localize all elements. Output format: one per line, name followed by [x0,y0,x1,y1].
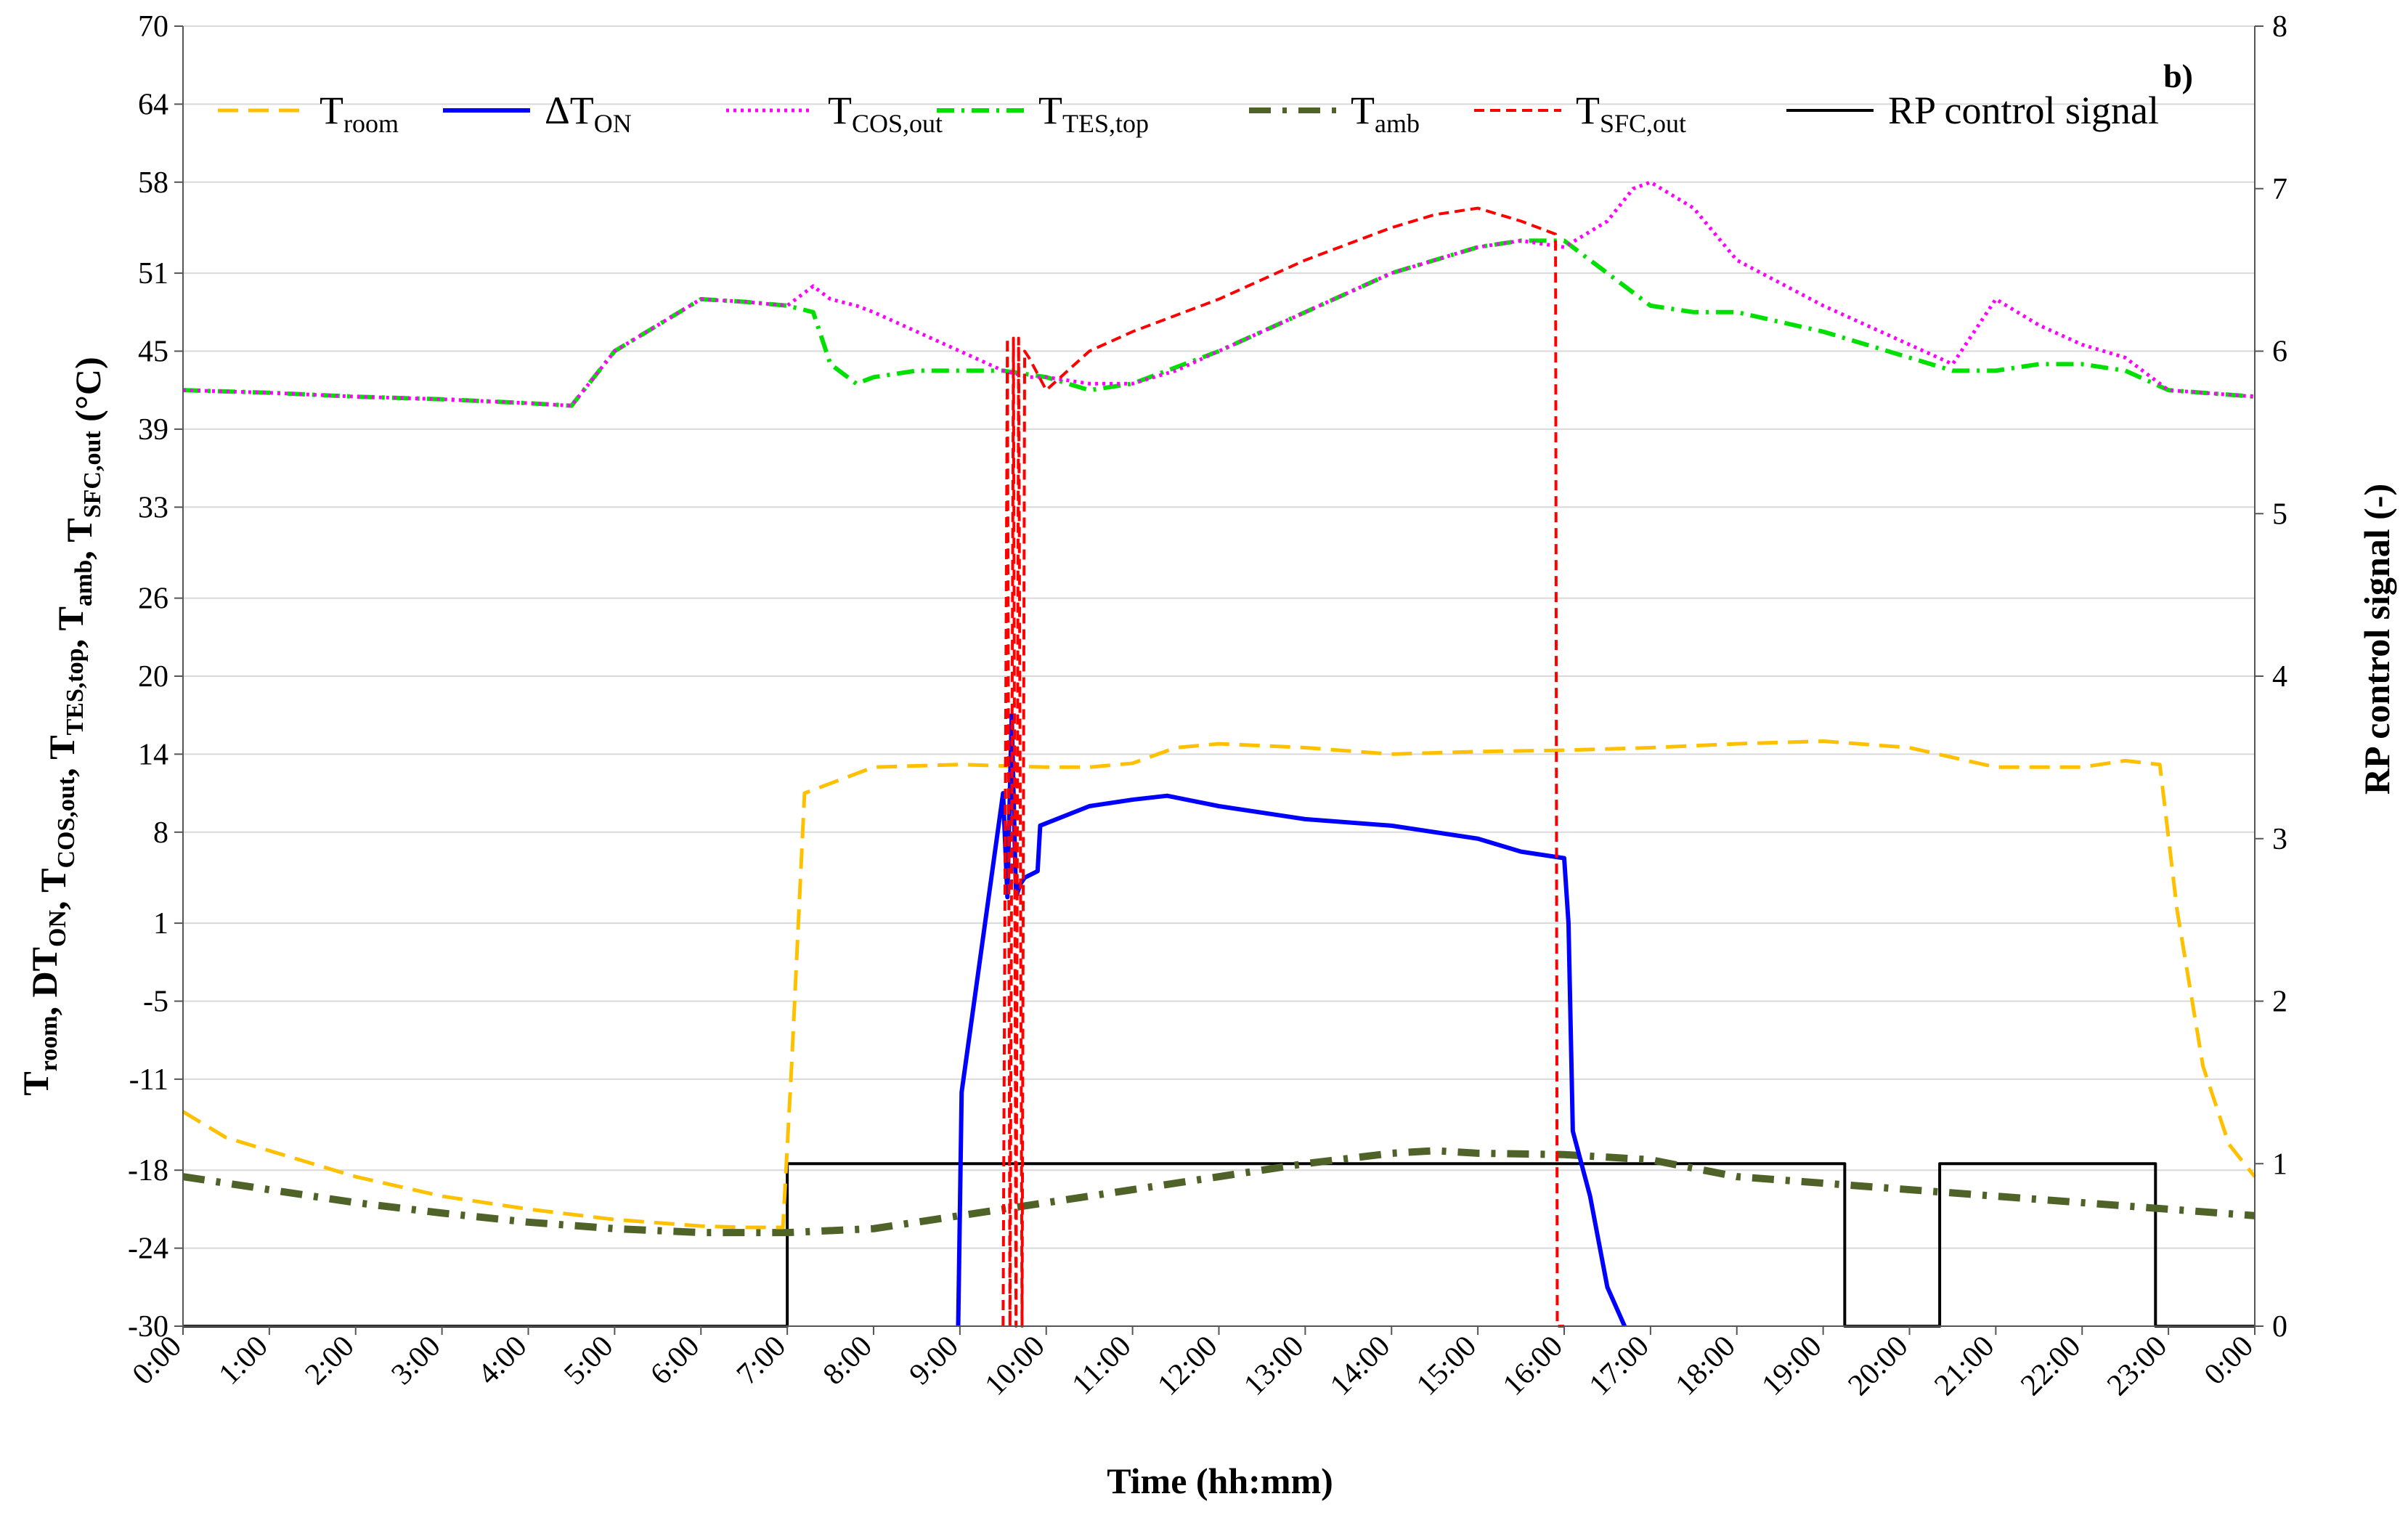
y-right-tick-label-8: 8 [2272,10,2287,44]
series-tes-line [182,238,2256,408]
y-right-tick-label-0: 0 [2272,1310,2287,1344]
x-tick-label-17: 17:00 [1583,1330,1656,1402]
y-axis-left-title: Troom, DTON, TCOS,out, TTES,top, Tamb, T… [15,357,108,1095]
y-left-tick-label-15: 64 [138,88,168,121]
y-left-tick-label-1: -24 [128,1232,168,1266]
y-right-tick-label-5: 5 [2272,497,2287,531]
y-left-tick-label-5: 1 [153,907,168,941]
x-tick-label-24: 0:00 [2198,1330,2260,1392]
legend-sfc-label: TSFC,out [1576,89,1686,138]
series-room-line [182,739,2256,1230]
series-cos-line [182,180,2256,408]
legend-tes-label: TTES,top [1038,89,1149,138]
x-tick-label-1: 1:00 [213,1330,274,1392]
legend-dton-label: ΔTON [545,89,632,138]
series-dton-line [956,712,1627,1328]
y-left-tick-label-3: -11 [129,1063,168,1097]
series-sfc-line [1001,206,1564,1328]
y-left-tick-label-9: 26 [138,582,168,616]
x-tick-label-18: 18:00 [1669,1330,1742,1402]
x-tick-label-19: 19:00 [1756,1330,1829,1402]
x-tick-label-21: 21:00 [1928,1330,2001,1402]
x-tick-label-16: 16:00 [1497,1330,1569,1402]
y-right-tick-label-4: 4 [2272,660,2287,694]
y-left-tick-label-10: 33 [138,491,168,524]
y-left-tick-label-12: 45 [138,336,168,369]
x-tick-label-14: 14:00 [1324,1330,1396,1402]
y-left-tick-label-8: 20 [138,660,168,694]
legend: Troom ΔTON TCOS,out TTES,top Tamb TSFC,out RP … [218,89,2159,138]
y-left-tick-label-13: 51 [138,257,168,291]
x-tick-label-8: 8:00 [817,1330,879,1392]
y-right-tick-label-2: 2 [2272,986,2287,1019]
legend-rp-label: RP control signal [1888,89,2159,132]
y-right-tick-label-7: 7 [2272,173,2287,206]
y-left-tick-label-0: -30 [128,1310,168,1344]
y-left-tick-label-6: 8 [153,816,168,850]
x-tick-label-10: 10:00 [979,1330,1052,1402]
y-right-tick-label-1: 1 [2272,1148,2287,1181]
x-tick-label-15: 15:00 [1410,1330,1483,1402]
series-rp-line [183,1162,2255,1328]
y-axis-right-title: RP control signal (-) [2356,484,2397,795]
panel-label: b) [2163,57,2193,94]
y-left-tick-label-4: -5 [143,986,168,1019]
x-tick-label-6: 6:00 [644,1330,706,1392]
x-tick-label-4: 4:00 [471,1330,533,1392]
y-left-tick-label-11: 39 [138,413,168,447]
y-left-tick-label-14: 58 [138,166,168,200]
x-tick-label-9: 9:00 [903,1330,965,1392]
x-tick-label-20: 20:00 [1842,1330,1914,1402]
x-axis-title: Time (hh:mm) [1107,1461,1333,1501]
y-right-tick-label-3: 3 [2272,823,2287,856]
y-left-tick-label-7: 14 [138,738,168,771]
x-tick-label-5: 5:00 [558,1330,619,1392]
series-amb-line [182,1147,2256,1237]
y-left-tick-label-16: 70 [138,10,168,44]
y-right-tick-label-6: 6 [2272,336,2287,369]
x-tick-label-23: 23:00 [2101,1330,2173,1402]
grid-layer [183,25,2255,1327]
y-left-tick-label-2: -18 [128,1154,168,1187]
x-tick-label-12: 12:00 [1151,1330,1224,1402]
x-tick-label-3: 3:00 [385,1330,447,1392]
legend-amb-label: Tamb [1351,89,1420,138]
x-tick-label-22: 22:00 [2014,1330,2087,1402]
x-tick-label-13: 13:00 [1237,1330,1310,1402]
legend-cos-label: TCOS,out [828,89,943,138]
x-tick-label-11: 11:00 [1066,1330,1138,1402]
legend-room-label: Troom [320,89,399,138]
x-tick-label-7: 7:00 [731,1330,792,1392]
x-tick-label-2: 2:00 [298,1330,360,1392]
